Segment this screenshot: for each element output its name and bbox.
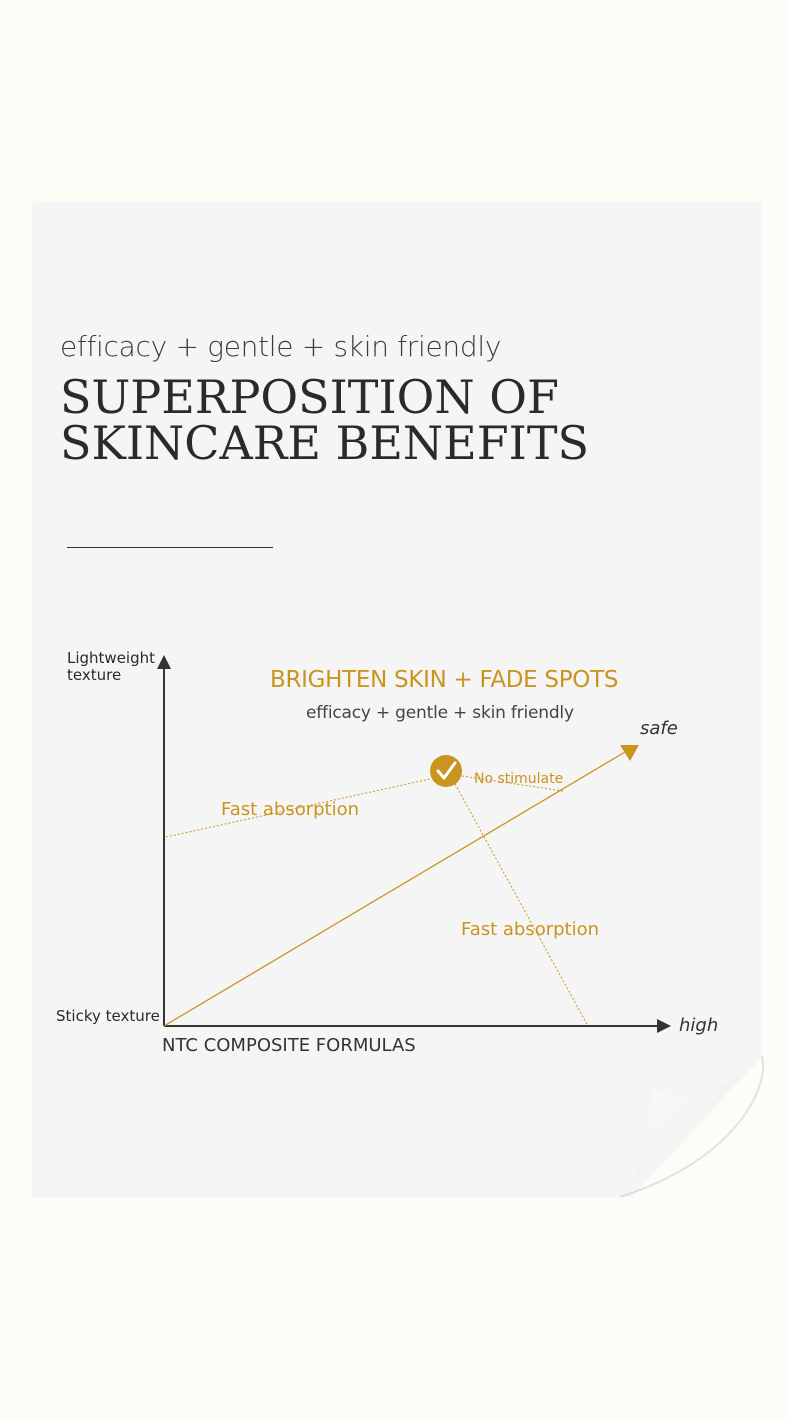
page-title: SUPERPOSITION OF SKINCARE BENEFITS bbox=[60, 374, 589, 466]
x-axis-arrow-icon bbox=[657, 1019, 671, 1033]
annotation-left: Fast absorption bbox=[221, 799, 360, 820]
dashed-line-left bbox=[165, 778, 431, 838]
diagram-headline: BRIGHTEN SKIN + FADE SPOTS bbox=[270, 667, 619, 693]
dashed-line-right bbox=[461, 775, 564, 792]
diagram-subline: efficacy + gentle + skin friendly bbox=[306, 703, 574, 723]
divider bbox=[67, 547, 273, 548]
subtitle: efficacy + gentle + skin friendly bbox=[60, 330, 502, 363]
safe-arrow-icon bbox=[620, 745, 639, 761]
x-axis-end-label: high bbox=[679, 1015, 719, 1036]
page-curl-shape bbox=[620, 1056, 762, 1197]
diagonal-end-label: safe bbox=[640, 718, 678, 739]
page-curl-shadow bbox=[620, 1055, 764, 1198]
card bbox=[32, 201, 762, 1197]
x-axis-label: NTC COMPOSITE FORMULAS bbox=[162, 1035, 416, 1056]
title-line-2: SKINCARE BENEFITS bbox=[60, 416, 590, 470]
title-line-1: SUPERPOSITION OF bbox=[60, 370, 559, 424]
check-circle-icon bbox=[430, 755, 462, 787]
annotation-point: No stimulate bbox=[474, 771, 564, 787]
y-axis-top-label: Lightweight texture bbox=[67, 649, 156, 684]
y-axis-arrow-icon bbox=[157, 655, 171, 669]
annotation-lower: Fast absorption bbox=[461, 919, 600, 940]
dashed-line-down bbox=[454, 783, 589, 1027]
safety-diagonal-line bbox=[163, 751, 626, 1027]
y-axis-bottom-label: Sticky texture bbox=[56, 1007, 160, 1025]
page-curl bbox=[620, 1055, 764, 1198]
